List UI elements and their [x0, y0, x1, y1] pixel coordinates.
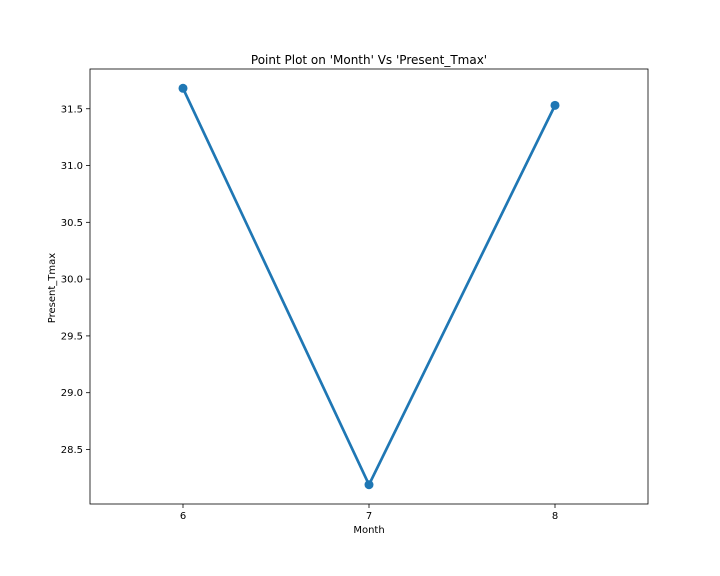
y-tick-label: 31.0 [61, 161, 83, 172]
y-tick-label: 30.5 [61, 218, 83, 229]
x-axis: 6 7 8 [180, 504, 558, 522]
y-tick-label: 29.0 [61, 388, 83, 399]
x-tick-label: 7 [366, 511, 372, 522]
series-line [181, 87, 557, 487]
y-tick-label: 31.5 [61, 104, 83, 115]
x-tick-label: 8 [552, 511, 558, 522]
plot-area-frame [89, 68, 649, 505]
y-axis: 28.5 29.0 29.5 30.0 30.5 31.0 31.5 [61, 104, 90, 456]
y-tick-label: 28.5 [61, 445, 83, 456]
x-axis-label: Month [353, 525, 384, 536]
series-group [178, 83, 560, 490]
x-tick-label: 6 [180, 511, 186, 522]
y-tick-label: 29.5 [61, 331, 83, 342]
data-point [550, 100, 560, 110]
data-point [364, 480, 374, 490]
y-tick-label: 30.0 [61, 275, 83, 286]
data-point [178, 83, 188, 93]
chart-title: Point Plot on 'Month' Vs 'Present_Tmax' [251, 53, 487, 67]
y-axis-label: Present_Tmax [47, 253, 58, 323]
